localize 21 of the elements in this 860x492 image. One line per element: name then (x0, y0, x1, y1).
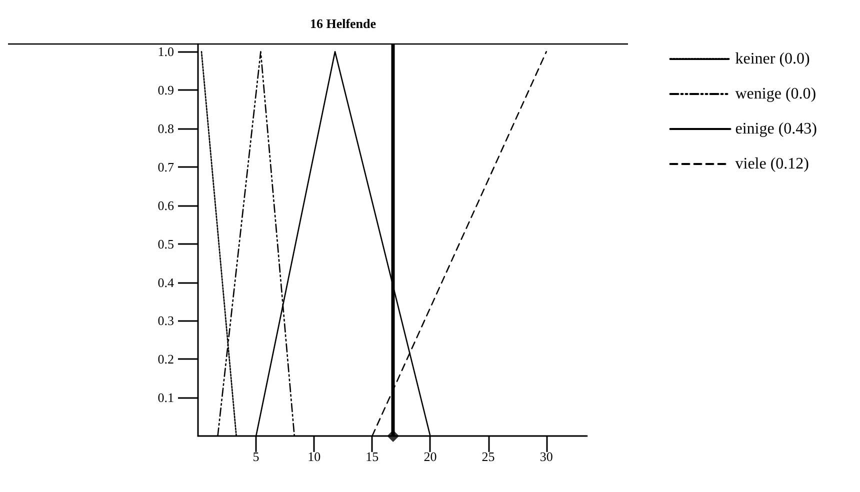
x-tick-label: 10 (308, 449, 321, 464)
x-tick-label: 15 (366, 449, 379, 464)
y-tick-label: 0.8 (158, 121, 174, 136)
y-tick-label: 0.7 (158, 159, 174, 174)
x-tick-label: 5 (252, 449, 260, 464)
y-tick-label: 0.5 (158, 236, 174, 252)
x-tick-label: 30 (540, 449, 553, 464)
y-tick-label: 0.4 (158, 274, 174, 290)
chart-title: 16 Helfende (310, 16, 376, 31)
legend-label: keiner (0.0) (735, 50, 810, 68)
legend-label: einige (0.43) (735, 120, 817, 138)
y-tick-label: 0.6 (158, 198, 174, 213)
x-tick-label: 20 (424, 449, 437, 464)
y-tick-label: 0.1 (158, 390, 174, 406)
legend-label: viele (0.12) (735, 156, 809, 172)
y-tick-label: 0.9 (158, 82, 174, 98)
x-tick-label: 25 (482, 449, 495, 464)
y-tick-label: 1.0 (158, 44, 174, 60)
y-tick-label: 0.2 (158, 352, 174, 367)
y-tick-label: 0.3 (158, 313, 174, 328)
legend-label: wenige (0.0) (735, 86, 816, 102)
